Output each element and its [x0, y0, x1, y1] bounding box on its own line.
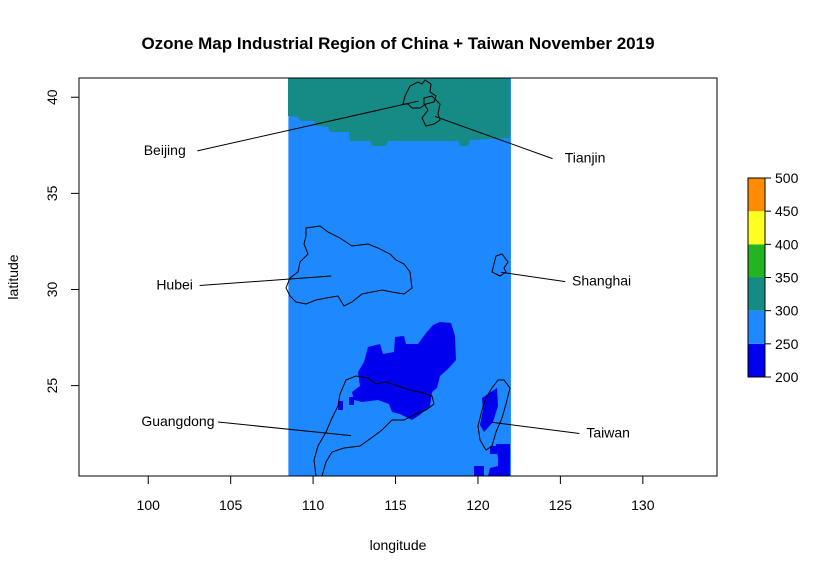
legend-swatch-350: [748, 244, 765, 278]
x-axis: 100 105 110 115 120 125 130: [137, 475, 655, 513]
legend-label-350: 350: [775, 270, 799, 286]
hubei-leader-line: [199, 275, 332, 286]
tianjin-leader-line: [434, 115, 553, 160]
x-tick-label: 115: [384, 497, 407, 513]
color-legend: 200 250 300 350 400 450 500: [747, 170, 799, 385]
ozone-zone-200-250: [480, 388, 498, 432]
taiwan-label: Taiwan: [586, 425, 630, 441]
legend-swatch-250: [748, 310, 765, 344]
y-axis-label: latitude: [5, 254, 21, 299]
ozone-zone-200-250: [338, 401, 343, 410]
ozone-zone-200-250: [474, 466, 484, 476]
hubei-label: Hubei: [156, 276, 193, 292]
ozone-zone-300-350: [288, 78, 510, 146]
x-axis-label: longitude: [370, 537, 427, 553]
y-axis: 25 30 35 40: [44, 89, 80, 394]
tianjin-label: Tianjin: [565, 150, 606, 166]
guangdong-leader-line: [218, 421, 352, 437]
x-tick-label: 105: [219, 497, 243, 513]
chart-title: Ozone Map Industrial Region of China + T…: [141, 34, 654, 53]
shanghai-label: Shanghai: [572, 273, 631, 289]
x-tick-label: 130: [631, 497, 655, 513]
legend-label-450: 450: [775, 203, 799, 219]
y-tick-label: 30: [44, 282, 60, 298]
x-tick-label: 100: [137, 497, 161, 513]
legend-label-500: 500: [775, 170, 799, 186]
province-outlines: [285, 79, 511, 476]
ozone-zone-200-250: [490, 446, 497, 454]
hubei-outline: [285, 225, 413, 307]
x-tick-label: 110: [302, 497, 325, 513]
place-labels: Beijing Tianjin Hubei Shanghai Guangdong Taiw…: [141, 100, 631, 441]
taiwan-outline: [477, 379, 511, 451]
x-tick-label: 120: [466, 497, 490, 513]
y-tick-label: 35: [44, 185, 60, 201]
tianjin-outline: [421, 95, 441, 127]
legend-label-300: 300: [775, 303, 799, 319]
legend-swatch-200: [748, 343, 765, 377]
guangdong-outline: [313, 375, 435, 476]
ozone-zone-200-250: [349, 397, 354, 405]
ozone-raster: [288, 78, 511, 476]
legend-swatch-400: [748, 211, 765, 245]
legend-swatch-450: [748, 178, 765, 212]
taiwan-leader-line: [491, 421, 580, 435]
x-tick-label: 125: [549, 497, 573, 513]
legend-label-250: 250: [775, 336, 799, 352]
legend-swatch-300: [748, 277, 765, 311]
legend-label-400: 400: [775, 236, 799, 252]
beijing-leader-line: [197, 100, 419, 152]
beijing-label: Beijing: [144, 142, 186, 158]
beijing-outline: [402, 79, 437, 109]
shanghai-leader-line: [500, 271, 566, 283]
guangdong-label: Guangdong: [141, 413, 214, 429]
ozone-zone-200-250: [488, 444, 510, 476]
shanghai-outline: [491, 253, 509, 277]
y-tick-label: 40: [44, 89, 60, 105]
legend-label-200: 200: [775, 369, 799, 385]
y-tick-label: 25: [44, 378, 60, 394]
